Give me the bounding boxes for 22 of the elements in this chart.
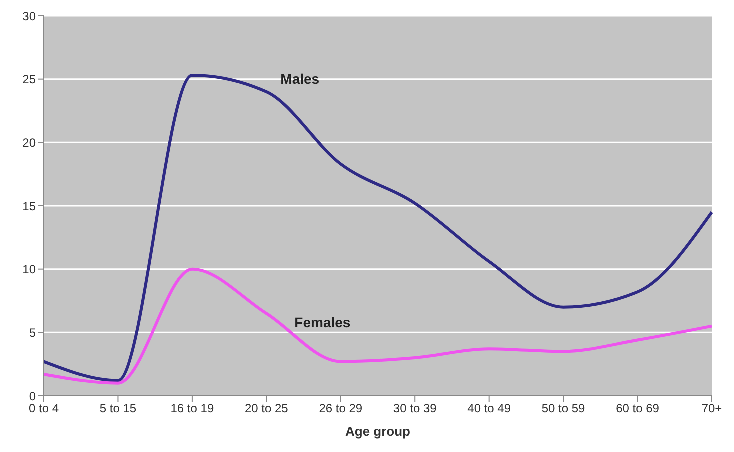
x-tick-label: 20 to 25 — [244, 402, 289, 416]
line-series — [42, 268, 714, 385]
x-tick-label: 16 to 19 — [170, 402, 214, 416]
y-tick-label: 30 — [22, 9, 36, 24]
x-axis-title: Age group — [346, 424, 411, 439]
series-label: Males — [280, 71, 320, 87]
y-tick-label: 0 — [29, 389, 36, 404]
line-series — [42, 74, 714, 382]
x-tick-label: 40 to 49 — [468, 402, 512, 416]
y-tick-label: 25 — [22, 72, 36, 87]
series-label: Females — [294, 314, 351, 331]
y-tick-label: 20 — [22, 136, 36, 150]
x-tick-label: 50 to 59 — [542, 402, 586, 416]
x-tick-label: 26 to 29 — [319, 402, 363, 416]
x-tick-label: 0 to 4 — [28, 402, 60, 416]
x-tick-label: 5 to 15 — [100, 402, 137, 416]
y-tick-label: 5 — [29, 326, 36, 340]
y-tick-label: 10 — [22, 262, 36, 277]
y-tick-label: 15 — [22, 199, 36, 214]
x-tick-label: 30 to 39 — [393, 402, 438, 416]
x-tick-label: 70+ — [702, 402, 722, 416]
x-tick-label: 60 to 69 — [616, 402, 660, 416]
